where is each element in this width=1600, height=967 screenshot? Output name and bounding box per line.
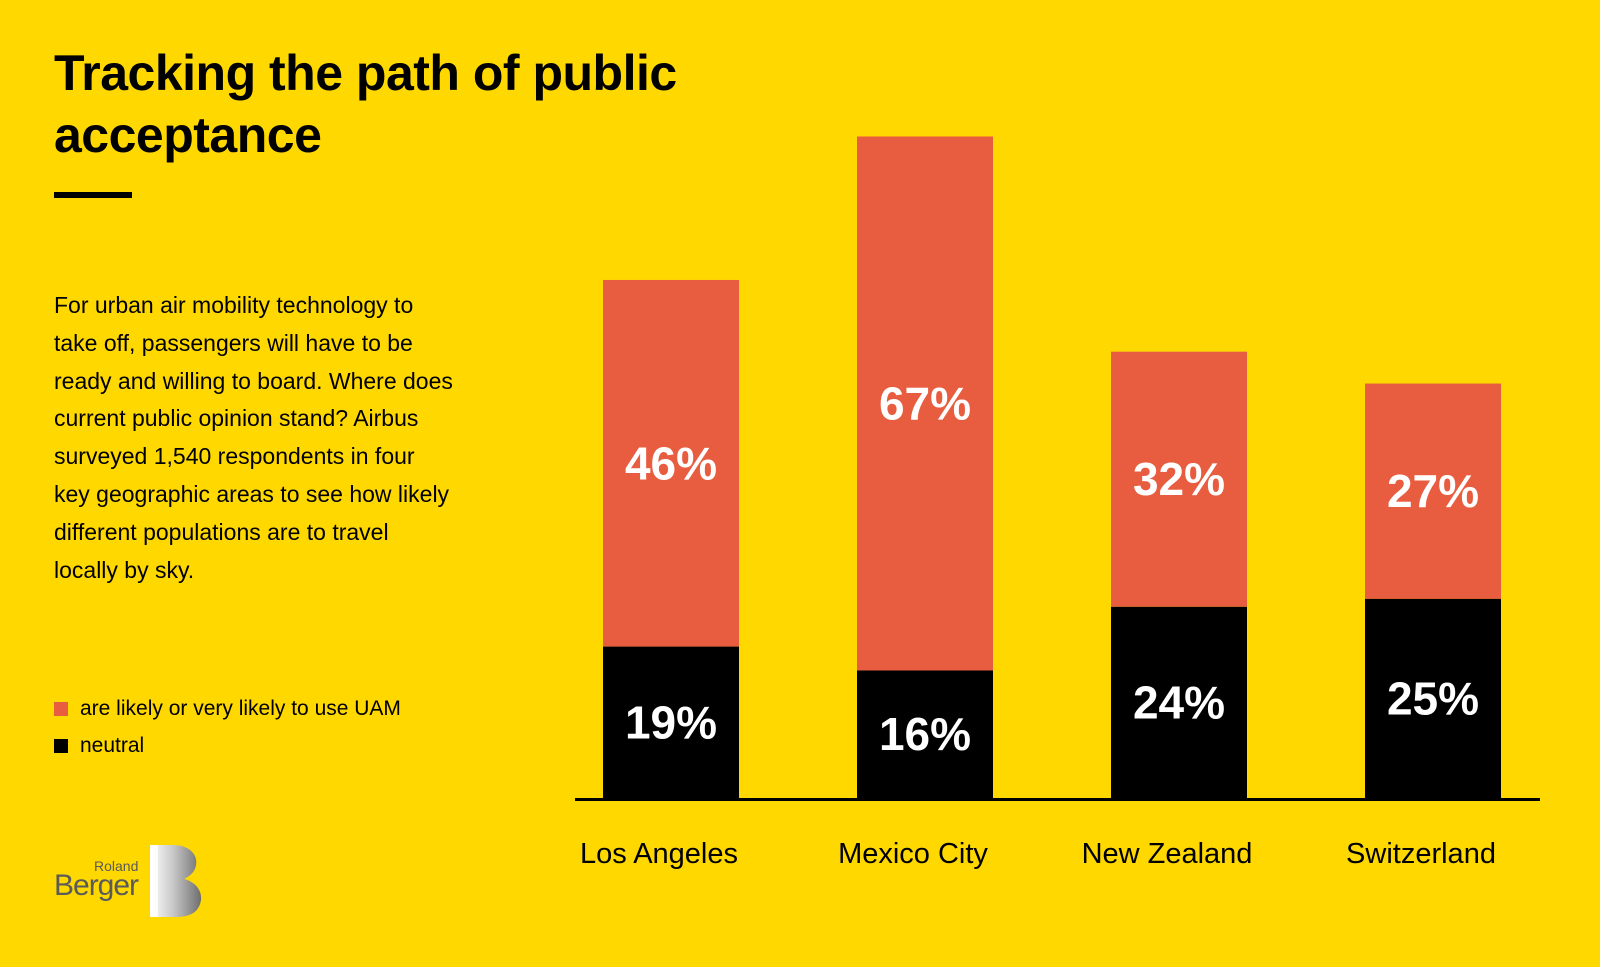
legend-swatch-neutral — [54, 738, 68, 753]
data-label-likely-new-zealand: 32% — [1133, 453, 1225, 505]
data-label-likely-mexico-city: 67% — [879, 377, 971, 429]
logo-text-roland: Roland — [94, 858, 139, 874]
legend-item-likely: are likely or very likely to use UAM — [54, 690, 401, 727]
legend-swatch-likely — [54, 701, 68, 716]
logo-text-berger: Berger — [54, 869, 139, 902]
chart-description: For urban air mobility technology to tak… — [54, 292, 453, 583]
bar-likely-los-angeles — [603, 279, 739, 647]
bar-neutral-los-angeles — [603, 646, 739, 798]
chart-legend: are likely or very likely to use UAM neu… — [54, 690, 401, 764]
bar-neutral-new-zealand — [1111, 606, 1247, 798]
category-label-mexico-city: Mexico City — [838, 838, 988, 870]
legend-label-likely: are likely or very likely to use UAM — [80, 696, 401, 720]
roland-berger-logo: Roland Berger — [54, 843, 214, 923]
legend-item-neutral: neutral — [54, 727, 401, 764]
bar-likely-switzerland — [1365, 383, 1501, 599]
data-label-likely-los-angeles: 46% — [625, 437, 717, 489]
bar-likely-new-zealand — [1111, 351, 1247, 607]
data-label-neutral-mexico-city: 16% — [879, 708, 971, 760]
data-label-neutral-los-angeles: 19% — [625, 696, 717, 748]
chart-title: Tracking the path of public acceptance — [54, 45, 677, 163]
bar-neutral-switzerland — [1365, 598, 1501, 798]
category-label-new-zealand: New Zealand — [1082, 838, 1253, 870]
logo-b-mark-icon — [150, 845, 202, 917]
data-label-likely-switzerland: 27% — [1387, 465, 1479, 517]
bar-neutral-mexico-city — [857, 670, 993, 798]
data-label-neutral-new-zealand: 24% — [1133, 676, 1225, 728]
title-underline — [54, 192, 132, 198]
bar-likely-mexico-city — [857, 136, 993, 671]
category-label-switzerland: Switzerland — [1346, 838, 1496, 870]
legend-label-neutral: neutral — [80, 733, 145, 757]
data-label-neutral-switzerland: 25% — [1387, 672, 1479, 724]
category-label-los-angeles: Los Angeles — [580, 838, 738, 870]
